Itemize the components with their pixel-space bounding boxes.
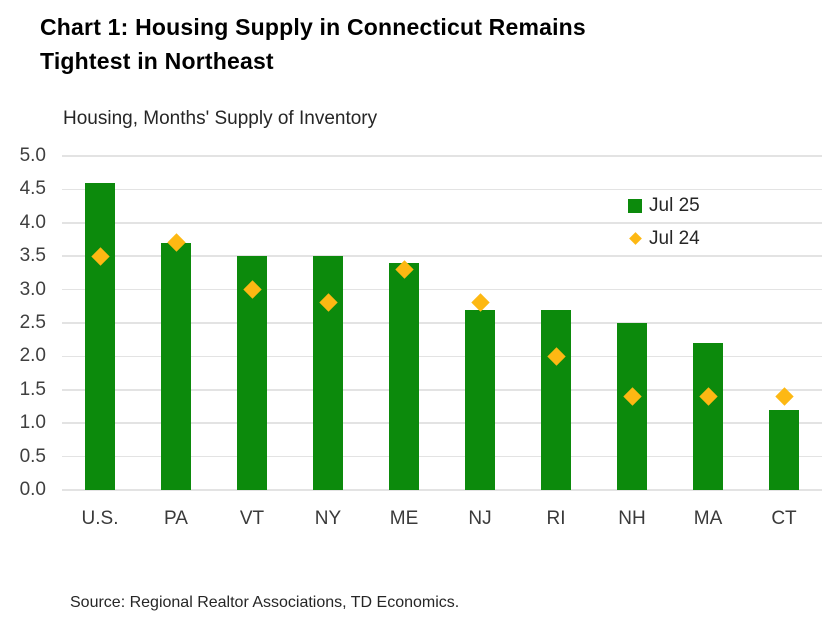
bar-CT xyxy=(769,409,799,490)
y-tick-label: 1.5 xyxy=(19,378,46,400)
x-tick-label: NJ xyxy=(468,508,492,529)
gridline xyxy=(62,355,822,358)
bar-US xyxy=(85,182,115,490)
gridline xyxy=(62,455,822,458)
x-tick-label: PA xyxy=(164,508,188,529)
y-tick-label: 3.5 xyxy=(19,245,46,267)
y-tick-label: 0.0 xyxy=(19,479,46,500)
x-tick-label: NH xyxy=(618,508,646,529)
y-tick-label: 2.0 xyxy=(19,345,46,367)
jul25-square-swatch-icon xyxy=(628,198,642,213)
legend-item-jul25: Jul 25 xyxy=(628,195,700,216)
bar-ME xyxy=(389,262,419,490)
bar-MA xyxy=(693,343,723,490)
x-tick-label: VT xyxy=(239,508,265,529)
gridline xyxy=(62,188,822,191)
gridline xyxy=(62,322,822,324)
y-tick-label: 4.5 xyxy=(19,178,46,200)
x-tick-label: MA xyxy=(693,508,723,529)
y-tick-label: 0.5 xyxy=(19,445,46,467)
legend-label-jul24: Jul 24 xyxy=(649,227,700,249)
bar-NH xyxy=(617,323,647,490)
gridline xyxy=(62,222,822,224)
gridline xyxy=(62,155,822,157)
y-tick-label: 3.0 xyxy=(19,278,46,300)
bar-RI xyxy=(541,309,571,490)
legend-label-jul25: Jul 25 xyxy=(649,194,700,216)
bar-NY xyxy=(313,256,343,490)
y-tick-label: 1.0 xyxy=(19,412,46,434)
jul24-diamond-swatch-icon xyxy=(628,232,642,245)
x-tick-label: CT xyxy=(771,508,797,529)
gridline xyxy=(62,422,822,424)
y-tick-label: 5.0 xyxy=(19,145,46,166)
gridline xyxy=(62,389,822,391)
chart-title-line2: Tightest in Northeast xyxy=(40,48,274,74)
x-tick-label: ME xyxy=(389,508,419,529)
chart-title: Chart 1: Housing Supply in Connecticut R… xyxy=(40,10,586,78)
x-tick-label: NY xyxy=(314,508,342,529)
chart-title-line1: Chart 1: Housing Supply in Connecticut R… xyxy=(40,14,586,40)
source-note: Source: Regional Realtor Associations, T… xyxy=(70,594,460,611)
gridline xyxy=(62,489,822,491)
gridline xyxy=(62,288,822,291)
y-tick-label: 2.5 xyxy=(19,312,46,333)
x-tick-label: RI xyxy=(546,508,566,529)
legend: Jul 25 Jul 24 xyxy=(628,195,700,249)
bar-PA xyxy=(161,242,191,490)
y-axis-title: Housing, Months' Supply of Inventory xyxy=(63,108,378,129)
bar-NJ xyxy=(465,309,495,490)
y-tick-label: 4.0 xyxy=(19,211,46,233)
legend-item-jul24: Jul 24 xyxy=(628,228,700,249)
x-tick-label: U.S. xyxy=(81,508,119,529)
gridline xyxy=(62,255,822,257)
